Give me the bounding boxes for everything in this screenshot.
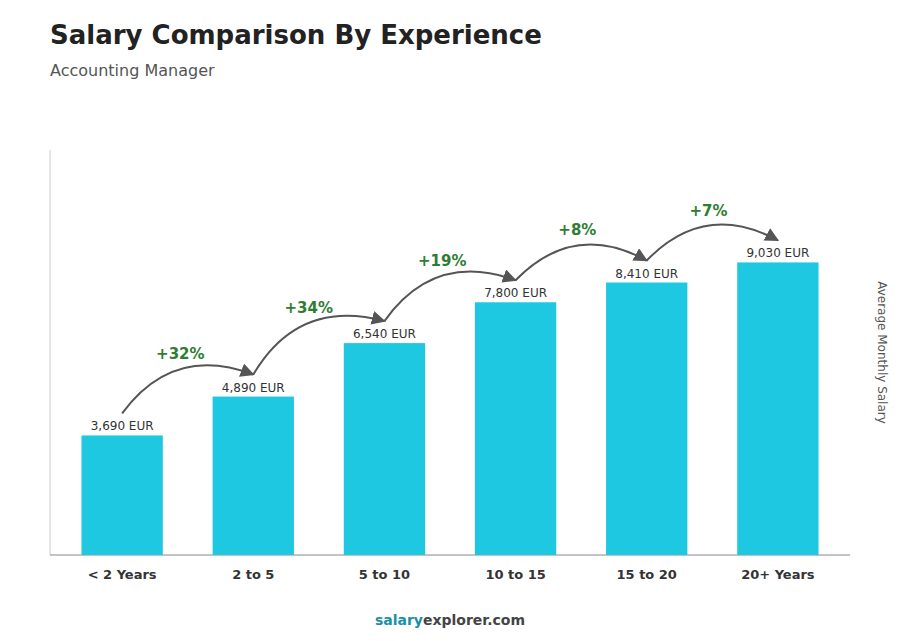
bar (606, 283, 687, 555)
y-axis-line (50, 150, 51, 555)
annotation: +8% (558, 221, 596, 239)
bars (81, 262, 818, 555)
subtitle: Accounting Manager (50, 61, 215, 80)
x-tick-label: 10 to 15 (485, 567, 545, 582)
change-arrow (516, 245, 647, 281)
y-axis-label: Average Monthly Salary (875, 281, 889, 424)
value-label: 3,690 EUR (91, 419, 154, 433)
x-tick-label: < 2 Years (88, 567, 157, 582)
value-label: 4,890 EUR (222, 381, 285, 395)
annotation: +7% (689, 202, 727, 220)
change-arrow (647, 225, 778, 261)
bar (737, 262, 818, 555)
value-label: 6,540 EUR (353, 327, 416, 341)
bar (81, 435, 162, 555)
x-tick-label: 15 to 20 (617, 567, 677, 582)
x-tick-label: 2 to 5 (232, 567, 274, 582)
chart: Salary Comparison By Experience Accountin… (0, 0, 900, 641)
footer-part: explorer.com (423, 612, 525, 628)
bar (213, 397, 294, 555)
change-arrow (253, 316, 384, 375)
title: Salary Comparison By Experience (50, 20, 542, 50)
value-label: 7,800 EUR (484, 286, 547, 300)
value-label: 9,030 EUR (746, 246, 809, 260)
bar (344, 343, 425, 555)
change-arrow (384, 272, 515, 322)
x-axis-line (50, 555, 850, 556)
annotation: +19% (418, 252, 466, 270)
footer: salaryexplorer.com (375, 612, 525, 628)
chart-container: Salary Comparison By Experience Accountin… (0, 0, 900, 641)
change-arrow (122, 365, 253, 413)
bar (475, 302, 556, 555)
x-tick-label: 20+ Years (741, 567, 815, 582)
x-tick-label: 5 to 10 (359, 567, 410, 582)
footer-part: salary (375, 612, 423, 628)
value-label: 8,410 EUR (615, 267, 678, 281)
annotation: +32% (156, 345, 204, 363)
annotation: +34% (284, 299, 332, 317)
